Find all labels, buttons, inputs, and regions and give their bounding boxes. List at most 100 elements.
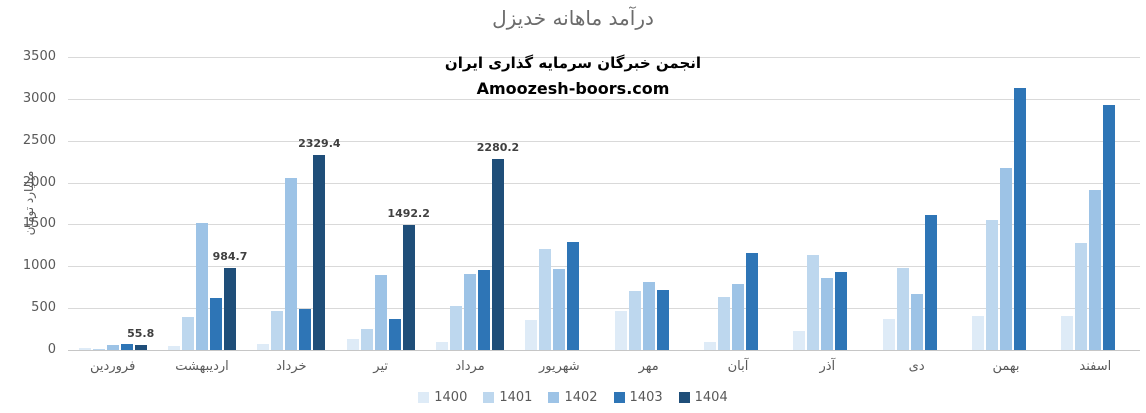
bar-مهر-1400 xyxy=(614,310,627,350)
legend-item-1401: 1401 xyxy=(483,390,532,405)
gridline-500 xyxy=(68,308,1140,310)
bar-دی-1403 xyxy=(924,215,937,350)
y-tick-2000: 2000 xyxy=(22,174,56,190)
bar-group-7 xyxy=(604,57,693,350)
bar-آذر-1400 xyxy=(793,330,806,350)
bar-تیر-1403 xyxy=(388,319,401,350)
x-tick-12: اسفند xyxy=(1079,359,1112,374)
x-tick-7: مهر xyxy=(638,359,659,374)
bar-شهریور-1403 xyxy=(567,242,580,350)
legend-swatch-1401 xyxy=(483,392,495,403)
bar-اسفند-1401 xyxy=(1075,243,1088,350)
bar-خرداد-1401 xyxy=(271,310,284,350)
y-tick-1000: 1000 xyxy=(22,258,56,274)
bar-شهریور-1401 xyxy=(539,248,552,350)
bar-فروردین-1400 xyxy=(78,347,91,350)
bar-خرداد-1404: 2329.4 xyxy=(298,137,341,350)
x-tick-11: بهمن xyxy=(992,359,1020,374)
data-label-فروردین: 55.8 xyxy=(127,327,155,341)
x-tick-8: آبان xyxy=(727,359,749,374)
legend-label-1402: 1402 xyxy=(564,390,598,405)
legend-item-1403: 1403 xyxy=(613,390,663,405)
gridline-1000 xyxy=(68,266,1140,268)
bar-مرداد-1404: 2280.2 xyxy=(477,141,519,350)
bar-اسفند-1402 xyxy=(1089,189,1102,350)
bar-اردیبهشت-1401 xyxy=(181,317,194,350)
bar-مرداد-1403 xyxy=(477,270,490,350)
bar-خرداد-1400 xyxy=(257,343,270,350)
x-tick-9: آذر xyxy=(819,359,836,374)
bar-اردیبهشت-1403 xyxy=(209,298,222,350)
gridline-2000 xyxy=(68,182,1140,184)
legend-label-1400: 1400 xyxy=(434,390,468,405)
bar-دی-1402 xyxy=(910,294,923,350)
x-tick-5: مرداد xyxy=(455,359,485,374)
x-tick-2: اردیبهشت xyxy=(175,359,229,374)
bar-group-4: 1492.2 xyxy=(336,57,430,350)
gridline-2500 xyxy=(68,140,1140,142)
gridline-3500 xyxy=(68,57,1140,58)
bar-مهر-1401 xyxy=(628,290,641,350)
x-tick-4: تیر xyxy=(373,359,389,374)
bar-آبان-1400 xyxy=(703,342,716,350)
bar-بهمن-1400 xyxy=(971,315,984,350)
bar-آبان-1402 xyxy=(731,284,744,350)
bar-مرداد-1400 xyxy=(435,342,448,350)
y-tick-3000: 3000 xyxy=(22,90,56,106)
bar-شهریور-1400 xyxy=(525,320,538,350)
y-axis-title: میلیارد تومان xyxy=(22,170,36,236)
bar-بهمن-1403 xyxy=(1013,87,1026,350)
data-label-خرداد: 2329.4 xyxy=(298,137,341,150)
chart-title: درآمد ماهانه خدیزل xyxy=(492,6,654,30)
watermark: انجمن خبرگان سرمایه گذاری ایران Amoozesh… xyxy=(0,54,1146,98)
bar-فروردین-1404: 55.8 xyxy=(127,327,154,350)
bar-آذر-1402 xyxy=(821,278,834,350)
bar-تیر-1402 xyxy=(374,274,387,350)
legend-label-1401: 1401 xyxy=(499,390,533,405)
bar-اردیبهشت-1404: 984.7 xyxy=(213,250,247,350)
bar-اسفند-1400 xyxy=(1061,316,1074,350)
bar-دی-1401 xyxy=(896,268,909,350)
bar-مهر-1403 xyxy=(656,289,669,350)
data-label-اردیبهشت: 984.7 xyxy=(212,249,248,263)
bar-آذر-1401 xyxy=(807,255,820,350)
y-tick-3500: 3500 xyxy=(22,49,56,64)
legend-item-1404: 1404 xyxy=(678,390,728,405)
x-tick-1: فروردین xyxy=(90,359,136,374)
bar-تیر-1404: 1492.2 xyxy=(387,207,430,350)
bar-مرداد-1402 xyxy=(463,274,476,350)
legend-label-1404: 1404 xyxy=(694,390,728,405)
bar-group-10 xyxy=(872,57,961,350)
bar-خرداد-1403 xyxy=(299,308,312,350)
bar-فروردین-1403 xyxy=(120,343,133,350)
bar-فروردین-1402 xyxy=(106,344,119,350)
legend: 1400 1401 1402 1403 1404 xyxy=(0,390,1146,405)
x-tick-3: خرداد xyxy=(276,359,307,374)
bar-فروردین-1401 xyxy=(92,348,105,350)
y-tick-2500: 2500 xyxy=(22,132,56,148)
bar-مهر-1402 xyxy=(642,282,655,350)
bar-بهمن-1401 xyxy=(985,220,998,350)
bar-آبان-1403 xyxy=(745,253,758,350)
x-tick-10: دی xyxy=(908,359,925,374)
gridline-1500 xyxy=(68,224,1140,226)
bar-group-11 xyxy=(961,57,1050,350)
bar-group-9 xyxy=(783,57,872,350)
bar-آذر-1403 xyxy=(835,272,848,350)
data-label-مرداد: 2280.2 xyxy=(476,141,520,155)
legend-swatch-1403 xyxy=(613,392,625,403)
bar-مرداد-1401 xyxy=(449,305,462,350)
bar-اسفند-1403 xyxy=(1103,105,1116,350)
bar-group-1: 55.8 xyxy=(68,57,157,350)
bar-تیر-1401 xyxy=(360,329,373,350)
legend-item-1402: 1402 xyxy=(548,390,598,405)
plot-area: 55.8 984.7 2329.4 1492.2 2280.2 xyxy=(68,57,1140,351)
bar-group-5: 2280.2 xyxy=(425,57,519,350)
bar-خرداد-1402 xyxy=(285,177,298,350)
x-tick-6: شهریور xyxy=(538,359,580,374)
legend-item-1400: 1400 xyxy=(418,390,467,405)
bar-دی-1400 xyxy=(882,319,895,350)
bar-شهریور-1402 xyxy=(553,268,566,350)
legend-label-1403: 1403 xyxy=(629,390,663,405)
